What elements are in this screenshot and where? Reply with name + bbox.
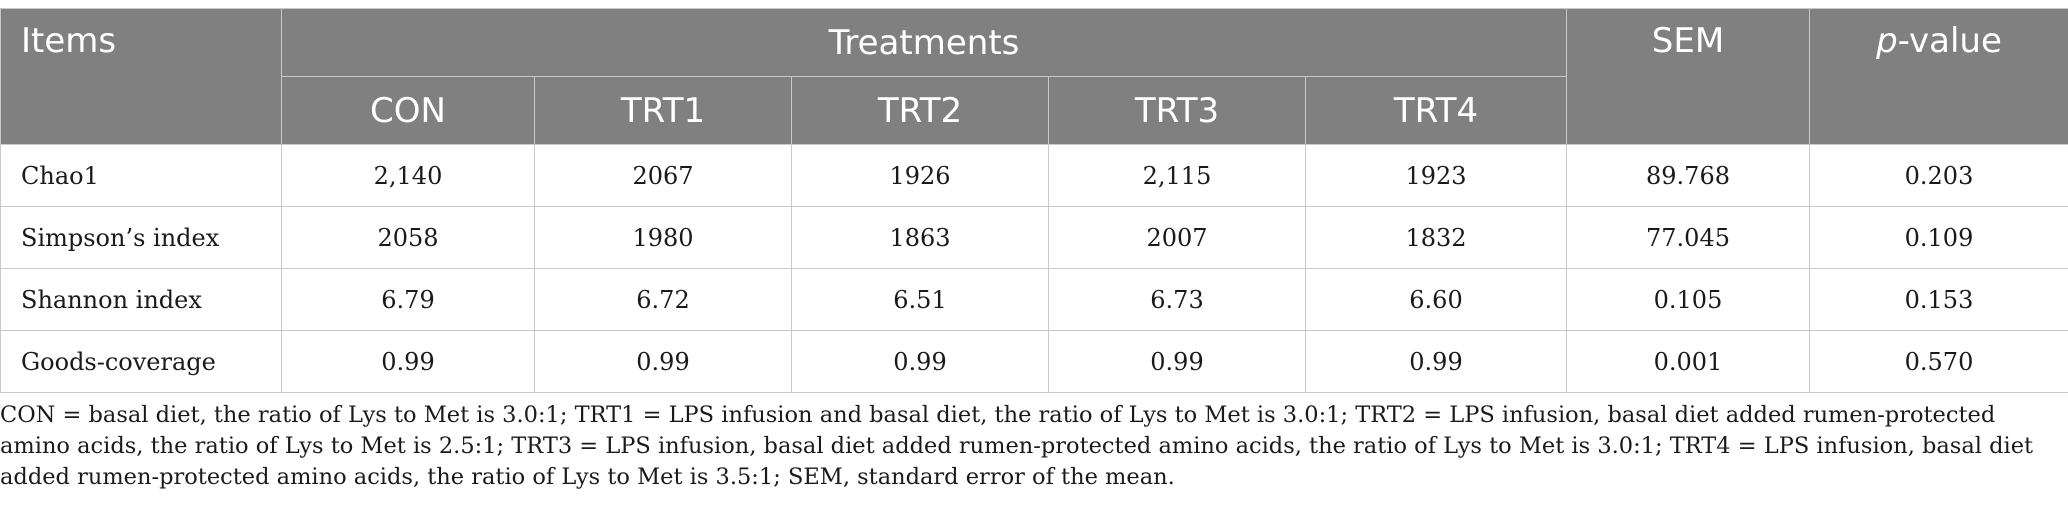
cell-trt1: 1980: [534, 206, 792, 269]
header-con: CON: [281, 76, 535, 145]
cell-trt4: 1923: [1305, 144, 1567, 207]
header-trt3: TRT3: [1048, 76, 1306, 145]
cell-trt1: 0.99: [534, 330, 792, 393]
cell-trt4: 1832: [1305, 206, 1567, 269]
header-trt2: TRT2: [791, 76, 1049, 145]
header-trt1: TRT1: [534, 76, 792, 145]
cell-con: 0.99: [281, 330, 535, 393]
row-label: Goods-coverage: [0, 330, 282, 393]
cell-trt3: 2007: [1048, 206, 1306, 269]
cell-sem: 77.045: [1566, 206, 1810, 269]
cell-trt2: 6.51: [791, 268, 1049, 331]
cell-con: 2058: [281, 206, 535, 269]
cell-trt3: 6.73: [1048, 268, 1306, 331]
cell-trt1: 6.72: [534, 268, 792, 331]
cell-trt2: 1926: [791, 144, 1049, 207]
cell-trt3: 2,115: [1048, 144, 1306, 207]
table-row: Goods-coverage 0.99 0.99 0.99 0.99 0.99 …: [0, 330, 2068, 393]
pvalue-header-p: p: [1876, 21, 1898, 61]
cell-trt2: 0.99: [791, 330, 1049, 393]
header-row-2: CON TRT1 TRT2 TRT3 TRT4: [1, 76, 2068, 145]
cell-con: 2,140: [281, 144, 535, 207]
row-label: Shannon index: [0, 268, 282, 331]
items-header: Items: [0, 8, 282, 145]
row-label: Chao1: [0, 144, 282, 207]
table-footnote: CON = basal diet, the ratio of Lys to Me…: [0, 402, 2034, 490]
treatments-header: Treatments: [281, 8, 1567, 77]
cell-pvalue: 0.109: [1809, 206, 2068, 269]
pvalue-header-rest: -value: [1897, 21, 2002, 61]
cell-pvalue: 0.570: [1809, 330, 2068, 393]
cell-trt1: 2067: [534, 144, 792, 207]
pvalue-header: p-value: [1809, 8, 2068, 145]
results-table: Items Treatments SEM p-value CON TRT1 TR…: [0, 8, 2068, 393]
cell-sem: 0.105: [1566, 268, 1810, 331]
sem-header: SEM: [1566, 8, 1810, 145]
header-row-1: Items Treatments SEM p-value: [0, 8, 2068, 145]
cell-trt4: 6.60: [1305, 268, 1567, 331]
header-trt4: TRT4: [1305, 76, 1567, 145]
table-row: Chao1 2,140 2067 1926 2,115 1923 89.768 …: [0, 144, 2068, 207]
row-label: Simpson’s index: [0, 206, 282, 269]
cell-pvalue: 0.203: [1809, 144, 2068, 207]
table-row: Shannon index 6.79 6.72 6.51 6.73 6.60 0…: [0, 268, 2068, 331]
cell-trt3: 0.99: [1048, 330, 1306, 393]
cell-con: 6.79: [281, 268, 535, 331]
table-row: Simpson’s index 2058 1980 1863 2007 1832…: [0, 206, 2068, 269]
cell-sem: 89.768: [1566, 144, 1810, 207]
cell-trt2: 1863: [791, 206, 1049, 269]
cell-pvalue: 0.153: [1809, 268, 2068, 331]
cell-sem: 0.001: [1566, 330, 1810, 393]
cell-trt4: 0.99: [1305, 330, 1567, 393]
